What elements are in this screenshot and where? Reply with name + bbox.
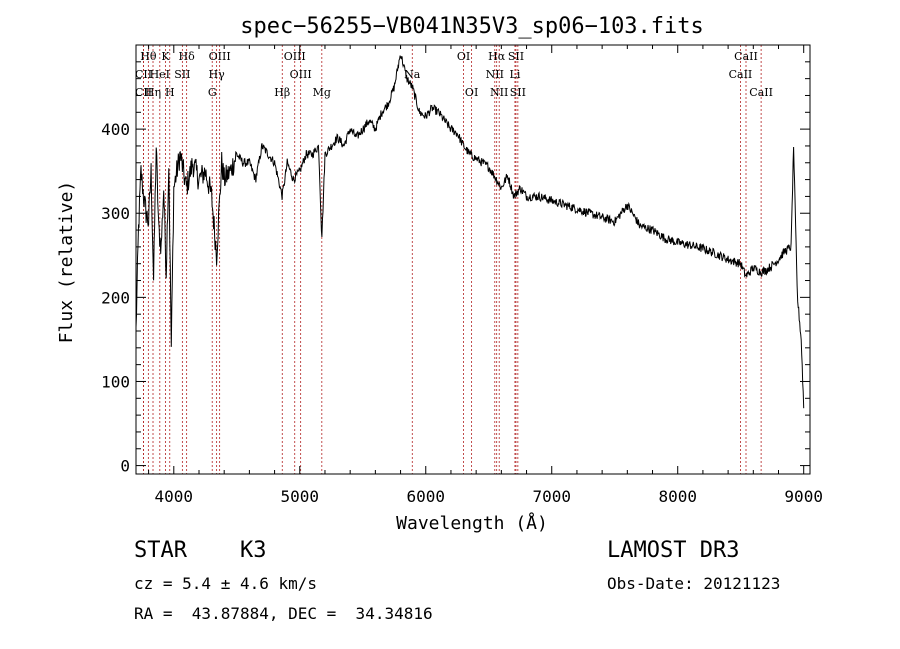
observation-date: Obs-Date: 20121123	[607, 574, 781, 593]
spectral-line-label: H	[165, 86, 175, 99]
x-tick-label: 6000	[406, 487, 445, 506]
spectral-line-markers	[143, 45, 762, 474]
spectral-line-label: CaII	[734, 50, 758, 63]
x-axis-ticks: 4000 5000 6000 7000 8000 9000	[148, 45, 823, 506]
spectral-line-label: Hα	[488, 50, 506, 63]
spectral-line-label: Li	[510, 68, 521, 81]
x-tick-label: 8000	[658, 487, 697, 506]
spectral-line-label: OI	[457, 50, 470, 63]
spectral-line-label: Hδ	[179, 50, 196, 63]
flux-series-line	[135, 55, 805, 409]
x-tick-label: 7000	[532, 487, 571, 506]
spectral-line-label: K	[161, 50, 170, 63]
spectral-line-label: OIII	[290, 68, 312, 81]
redshift-cz: cz = 5.4 ± 4.6 km/s	[134, 574, 318, 593]
spectral-line-label: OIII	[209, 50, 231, 63]
spectral-line-label: Hη	[145, 86, 161, 99]
y-tick-label: 100	[101, 372, 130, 391]
spectral-line-label: SII	[174, 68, 190, 81]
y-axis-label: Flux (relative)	[56, 181, 77, 344]
spectral-line-label: Hγ	[209, 68, 226, 81]
x-tick-label: 4000	[155, 487, 194, 506]
survey-name: LAMOST DR3	[607, 538, 740, 563]
spectral-line-label: OI	[465, 86, 478, 99]
spectral-line-label: OIII	[284, 50, 306, 63]
x-tick-label: 9000	[784, 487, 823, 506]
y-tick-label: 200	[101, 288, 130, 307]
spectral-line-label: HeI	[150, 68, 170, 81]
spectral-line-label: NII	[490, 86, 508, 99]
spectral-line-label: SII	[510, 86, 526, 99]
plot-frame	[135, 44, 811, 475]
y-tick-label: 400	[101, 120, 130, 139]
y-tick-label: 300	[101, 204, 130, 223]
x-axis-label: Wavelength (Å)	[396, 512, 548, 534]
chart-title: spec−56255−VB041N35V3_sp06−103.fits	[240, 14, 704, 39]
spectral-line-label: CaII	[749, 86, 773, 99]
spectral-line-label: Mg	[313, 86, 331, 99]
spectral-line-label: CII	[135, 68, 152, 81]
y-axis-ticks: 0 100 200 300 400	[101, 61, 810, 476]
y-tick-label: 0	[120, 457, 130, 476]
spectral-line-label: NII	[486, 68, 504, 81]
spectral-line-label: G	[208, 86, 217, 99]
ra-dec-coordinates: RA = 43.87884, DEC = 34.34816	[134, 604, 433, 623]
spectral-line-label: CaII	[729, 68, 753, 81]
object-class: STAR K3	[134, 538, 267, 563]
spectral-line-label: Hθ	[140, 50, 157, 63]
spectral-line-label: SII	[508, 50, 524, 63]
x-tick-label: 5000	[281, 487, 320, 506]
spectral-line-label: Hβ	[274, 86, 290, 99]
